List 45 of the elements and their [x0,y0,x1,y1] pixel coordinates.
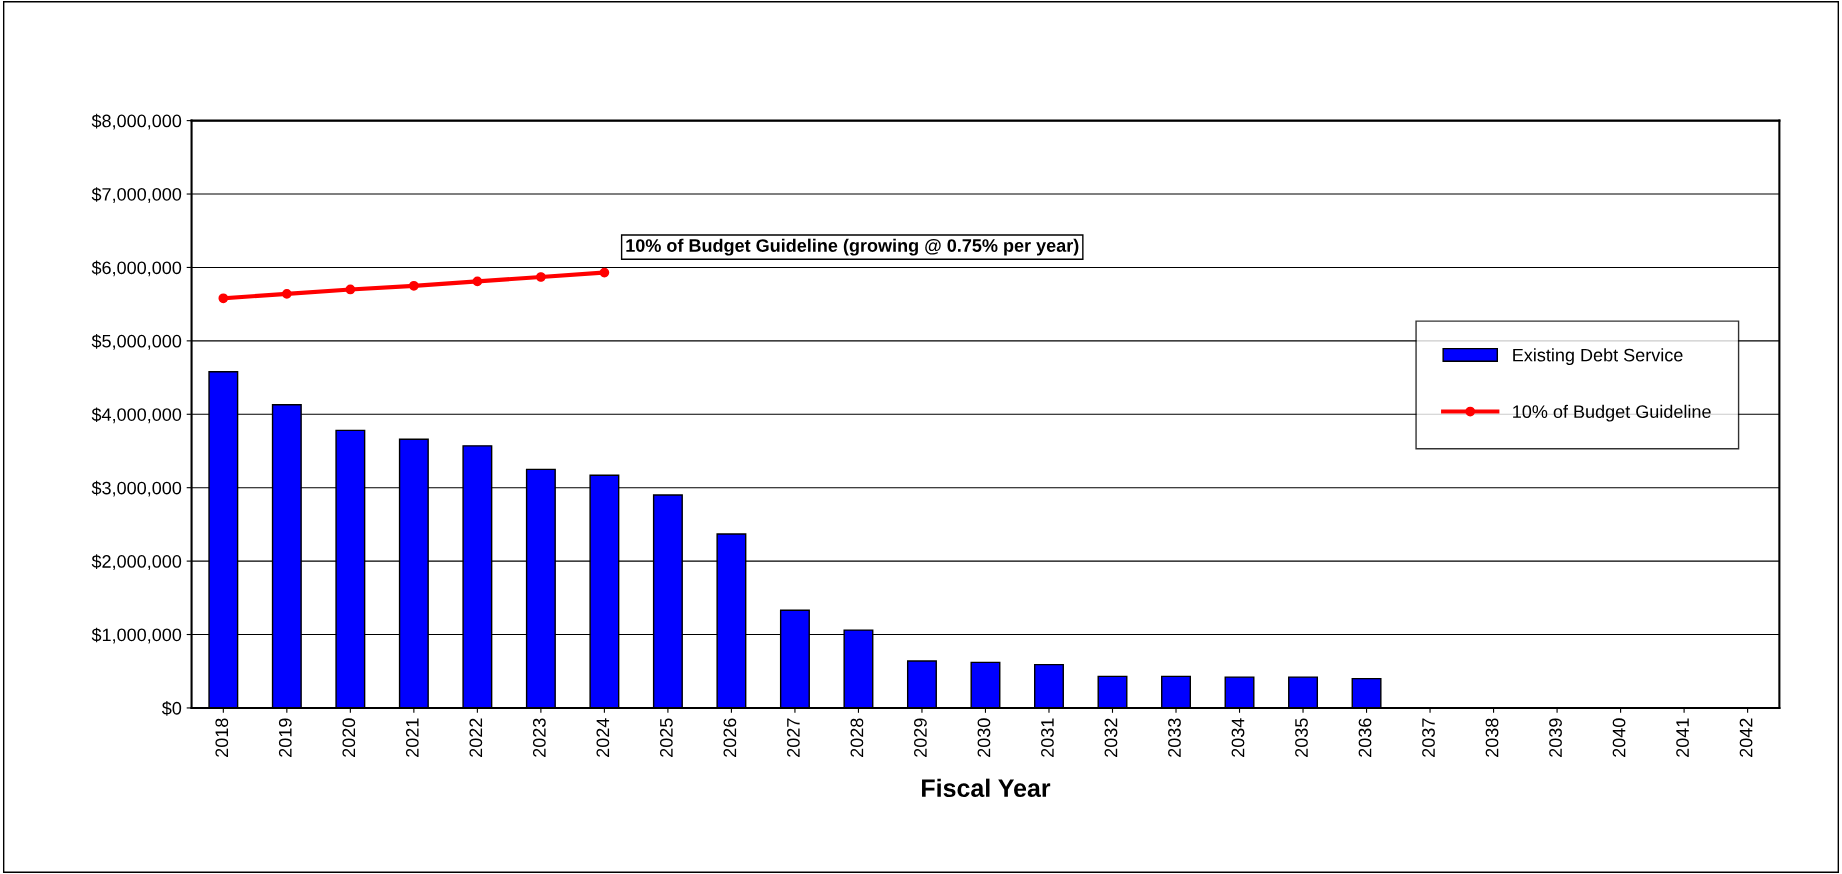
x-tick-label: 2042 [1739,718,1753,757]
x-tick-label: 2031 [1041,718,1054,757]
point [599,267,610,278]
x-tick-label: 2040 [1612,718,1626,757]
x-tick-label: 2025 [659,718,673,757]
point [345,284,356,295]
x-tick-label: 2032 [1104,718,1118,757]
x-tick-label: 2039 [1549,718,1562,757]
x-tick-label: 2041 [1676,718,1689,757]
x-tick-label: 2020 [342,718,356,757]
y-tick-label: $5,000,000 [91,334,182,350]
x-tick-label: 2034 [1231,718,1245,757]
point [536,272,546,282]
x-axis-title: Fiscal Year [922,778,1051,798]
x-tick-label: 2021 [405,718,419,757]
x-tick-label: 2027 [786,718,800,757]
x-tick-label: 2024 [596,718,610,757]
legend-label: Existing Debt Service [1513,348,1683,366]
point [472,276,483,287]
x-tick-label: 2035 [1295,718,1308,757]
point [218,293,229,304]
annotation: 10% of Budget Guideline (growing @ 0.75% per year) [626,238,1079,256]
x-tick-label: 2036 [1358,718,1372,757]
y-tick-label: $1,000,000 [91,627,182,644]
y-tick-label: $4,000,000 [91,407,182,424]
point [408,280,419,291]
y-tick-label: $2,000,000 [91,554,182,570]
x-tick-label: 2022 [469,718,483,757]
y-tick-label: $0 [161,701,182,716]
x-tick-label: 2018 [215,718,229,757]
y-tick-label: $7,000,000 [91,187,182,203]
y-tick-label: $8,000,000 [91,113,182,130]
y-tick-label: $3,000,000 [91,480,182,497]
x-tick-label: 2023 [532,718,546,757]
point [281,289,292,299]
x-tick-label: 2026 [723,718,737,757]
y-tick-label: $6,000,000 [91,260,182,277]
x-tick-label: 2019 [278,718,292,757]
legend-label: 10% of Budget Guideline [1513,404,1711,422]
x-tick-label: 2028 [850,718,864,757]
x-tick-label: 2029 [914,718,927,757]
x-tick-label: 2038 [1485,718,1499,757]
x-tick-label: 2033 [1168,718,1181,757]
x-tick-label: 2037 [1422,718,1435,757]
x-tick-label: 2030 [977,718,991,757]
